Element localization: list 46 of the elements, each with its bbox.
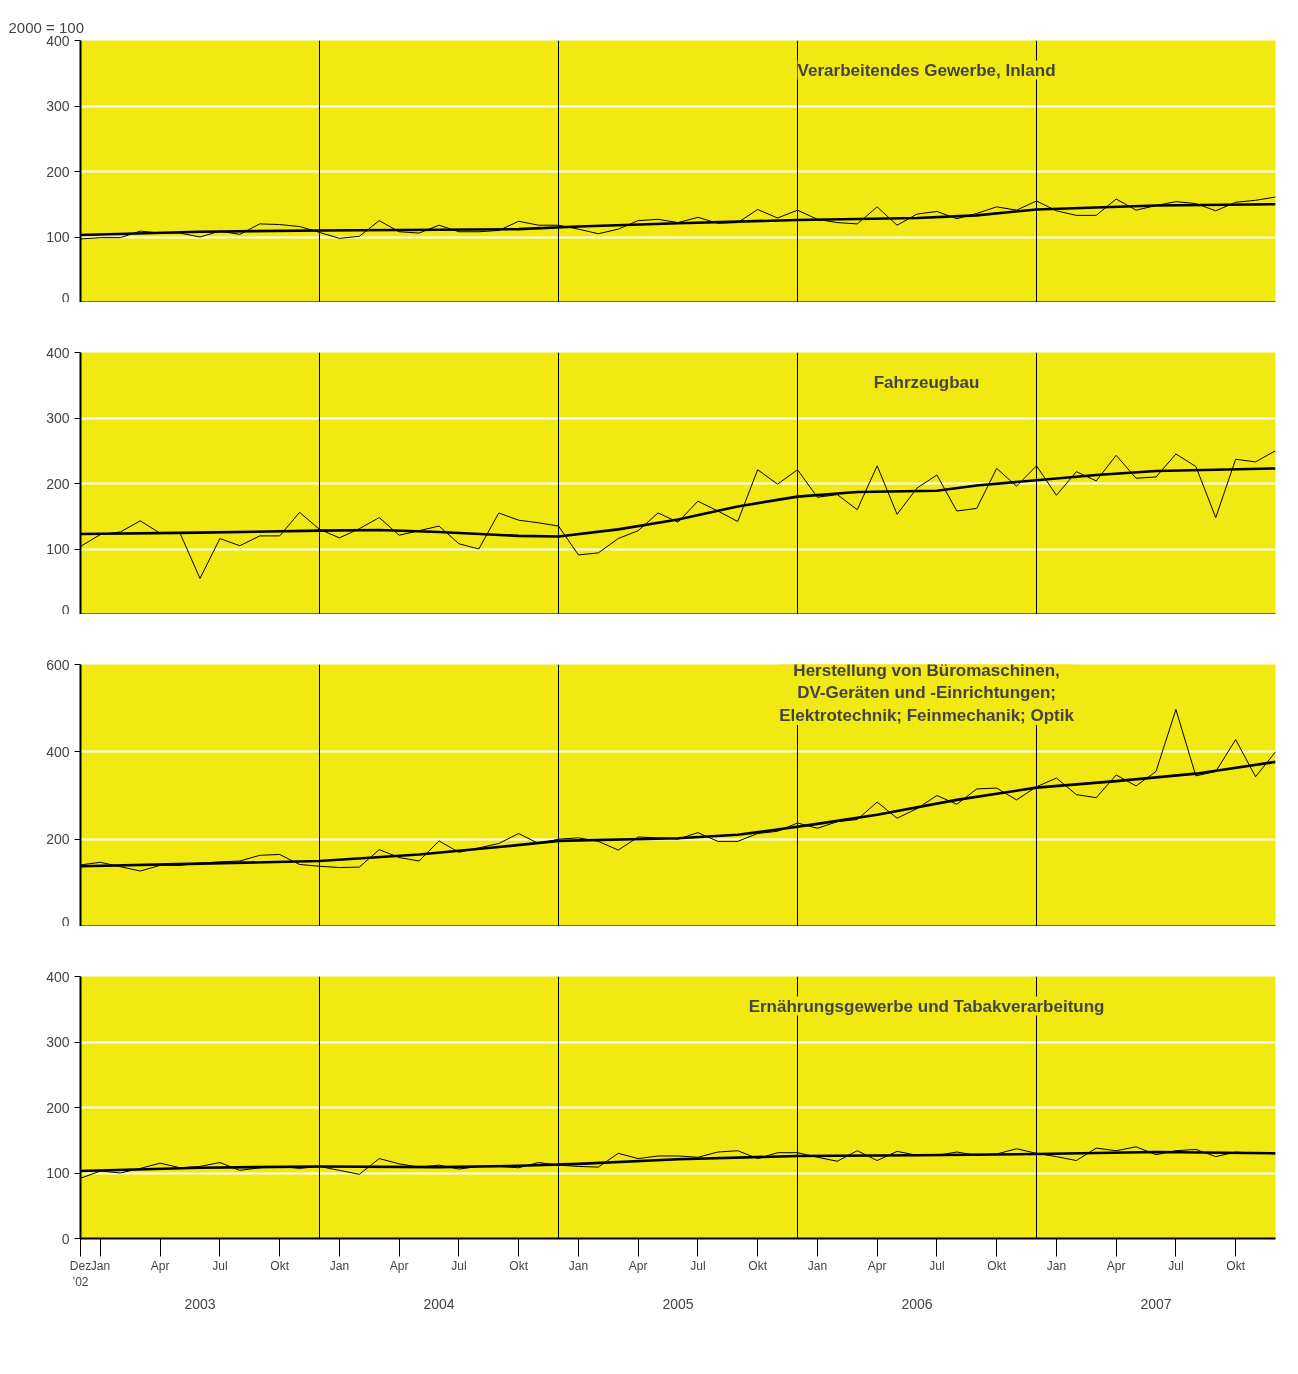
y-tick-label: 100	[46, 229, 70, 245]
x-tick-label: Jul	[690, 1258, 706, 1273]
text: Fahrzeugbau	[873, 372, 980, 392]
x-tick-label: Jan	[90, 1258, 111, 1273]
x2-tick-label: 2004	[423, 1295, 455, 1312]
y-tick-label: 600	[46, 656, 70, 673]
y-tick-label: 400	[46, 344, 70, 361]
x-tick-label: Jul	[212, 1258, 228, 1273]
y-tick-label: 200	[46, 475, 70, 492]
x-tick-label: Apr	[389, 1258, 409, 1273]
y-tick-label: 300	[46, 1034, 70, 1050]
x-tick-label: Okt	[270, 1258, 290, 1273]
y-tick-label: 200	[46, 1099, 70, 1116]
text: Ernährungsgewerbe und Tabakverarbeitung	[748, 996, 1105, 1016]
x-tick-label: Jan	[1046, 1258, 1067, 1273]
x-tick-label: Okt	[1226, 1258, 1246, 1273]
y-tick-label: 0	[61, 289, 70, 306]
x-tick-label: Jan	[568, 1258, 589, 1273]
y-tick-label: 200	[46, 831, 70, 848]
x-tick-label: Jan	[329, 1258, 350, 1273]
y-tick-label: 0	[61, 1230, 70, 1247]
x-tick-label: Apr	[867, 1258, 887, 1273]
x-tick-label: Apr	[150, 1258, 170, 1273]
y-tick-label: 200	[46, 163, 70, 180]
y-tick-label: 100	[46, 541, 70, 557]
x-tick-label: Jul	[451, 1258, 467, 1273]
x-tick-label: Dez ’02	[69, 1258, 92, 1290]
x-tick-label: Jul	[929, 1258, 945, 1273]
y-tick-label: 400	[46, 968, 70, 985]
x-tick-label: Apr	[628, 1258, 648, 1273]
y-tick-label: 0	[61, 601, 70, 618]
x-tick-label: Apr	[1106, 1258, 1126, 1273]
y-tick-label: 400	[46, 743, 70, 760]
x2-tick-label: 2005	[662, 1295, 694, 1312]
x-tick-label: Okt	[509, 1258, 529, 1273]
y-tick-label: 0	[61, 913, 70, 930]
y-tick-label: 300	[46, 98, 70, 114]
x2-tick-label: 2003	[184, 1295, 216, 1312]
x2-tick-label: 2007	[1140, 1295, 1172, 1312]
x2-tick-label: 2006	[901, 1295, 933, 1312]
x-tick-label: Jan	[807, 1258, 828, 1273]
x-tick-label: Okt	[987, 1258, 1007, 1273]
x-tick-label: Jul	[1168, 1258, 1184, 1273]
y-tick-label: 100	[46, 1165, 70, 1181]
x-tick-label: Okt	[748, 1258, 768, 1273]
y-tick-label: 300	[46, 410, 70, 426]
